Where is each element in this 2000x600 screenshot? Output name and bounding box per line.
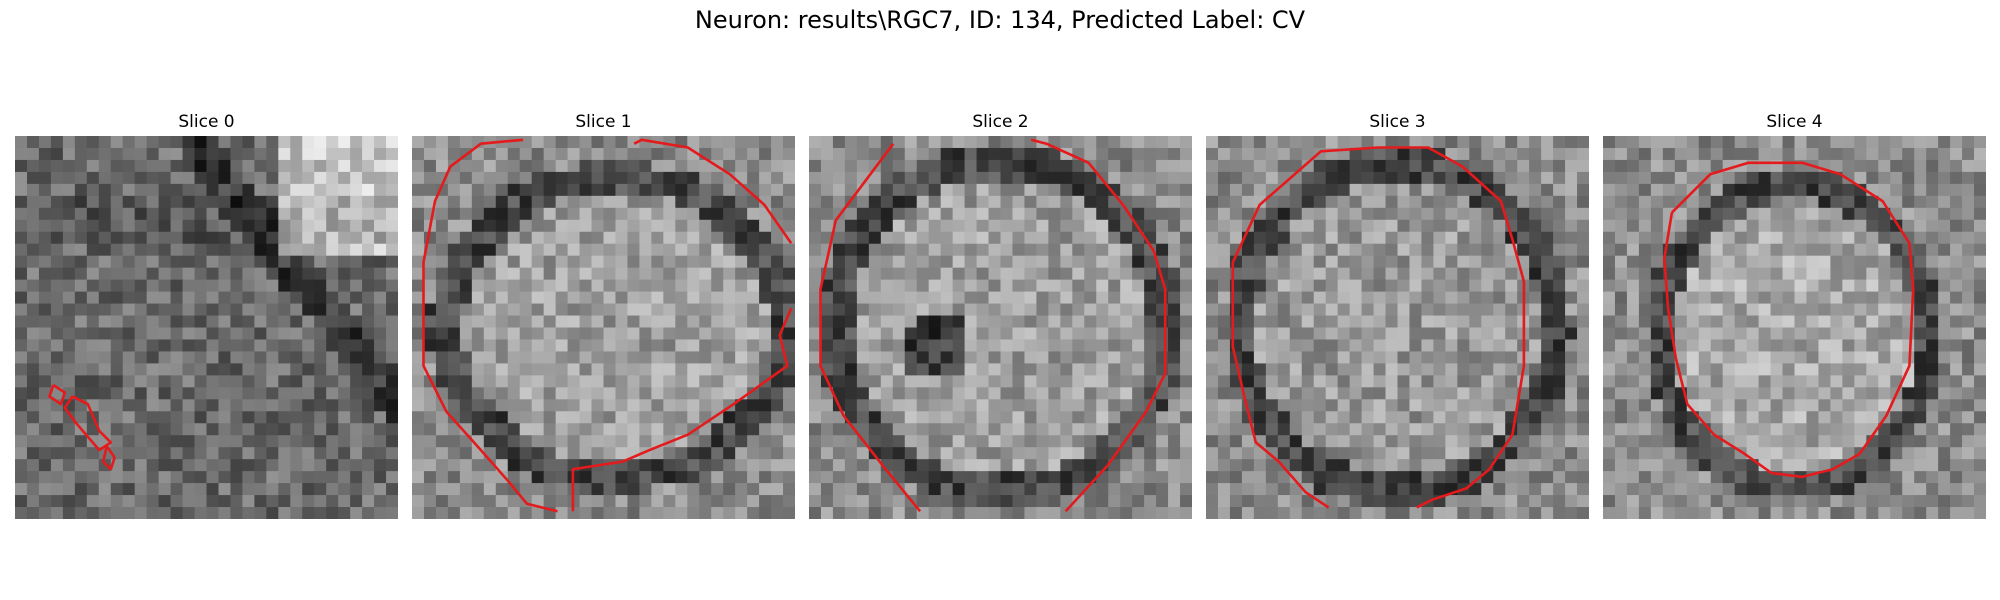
slice-texture [1603,136,1986,519]
slice-texture [15,136,398,519]
segmentation-contour [633,138,793,244]
slice-panel-0: Slice 0 [15,108,398,519]
slice-panel-3: Slice 3 [1206,108,1589,519]
slice-title: Slice 1 [575,112,632,132]
slice-title: Slice 2 [972,112,1029,132]
slice-texture [412,136,795,519]
segmentation-contour [1662,161,1915,479]
segmentation-contour [422,138,558,513]
slice-panel-2: Slice 2 [809,108,1192,519]
slice-title: Slice 4 [1766,112,1823,132]
segmentation-contour [819,142,922,513]
slice-image [1206,136,1589,519]
segmentation-contour [1030,138,1167,513]
slice-image [1603,136,1986,519]
segmentation-contour [101,445,116,471]
slice-texture [809,136,1192,519]
segmentation-contour [1231,146,1526,509]
slice-panel-1: Slice 1 [412,108,795,519]
segmentation-contour [571,307,793,512]
slice-image [15,136,398,519]
figure-title: Neuron: results\RGC7, ID: 134, Predicted… [694,6,1306,34]
slice-panel-4: Slice 4 [1603,108,1986,519]
slice-title: Slice 3 [1369,112,1426,132]
slice-image [412,136,795,519]
slice-title: Slice 0 [178,112,235,132]
slice-image [809,136,1192,519]
segmentation-contour [48,383,67,406]
segmentation-contour [63,395,113,452]
slice-texture [1206,136,1589,519]
